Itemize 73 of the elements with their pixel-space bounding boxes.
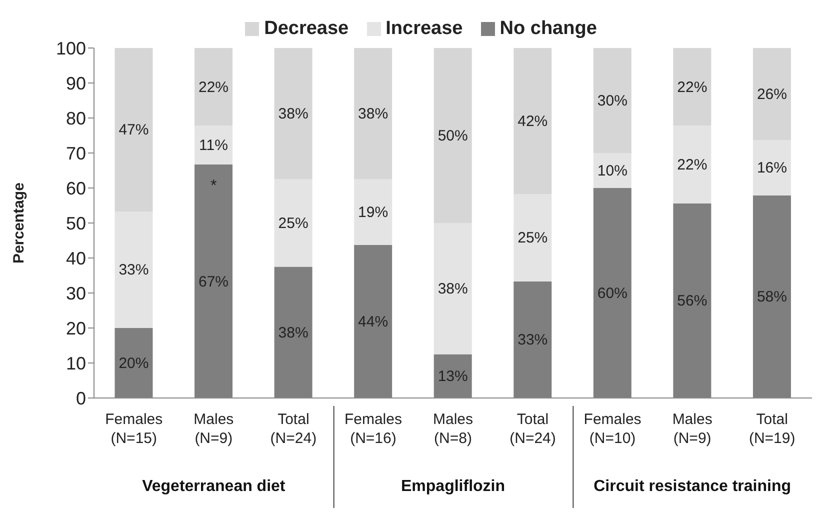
data-label: 38% <box>278 106 308 123</box>
data-label: 56% <box>677 292 708 310</box>
data-label: 16% <box>756 160 787 177</box>
bar <box>593 153 632 188</box>
bar <box>434 48 472 223</box>
y-tick-label: 70 <box>66 143 86 164</box>
data-label: 42% <box>518 112 548 130</box>
bar <box>354 179 392 245</box>
y-tick-label: 50 <box>66 213 86 234</box>
text: Empagliflozin <box>401 478 505 495</box>
data-label: 50% <box>438 128 468 144</box>
data-label: 44% <box>358 313 388 330</box>
data-label: 33% <box>118 262 149 279</box>
legend-label: No change <box>498 18 597 40</box>
x-tick-label: Females (N=10) <box>584 411 642 447</box>
data-label: 33% <box>518 332 548 349</box>
data-label: 58% <box>756 288 787 306</box>
y-tick-label: 80 <box>66 108 86 128</box>
y-tick-label: 90 <box>66 73 86 94</box>
annotation: * <box>210 178 217 195</box>
bar <box>593 48 632 153</box>
data-label: 20% <box>118 355 149 372</box>
bar <box>673 48 712 126</box>
text: Vegeterranean diet <box>142 478 286 495</box>
data-label: 38% <box>278 324 308 342</box>
bar <box>673 126 712 204</box>
data-label: 67% <box>198 273 229 290</box>
data-label: 22% <box>198 78 229 96</box>
data-label: 47% <box>118 122 149 139</box>
y-tick-label: 30 <box>66 283 86 304</box>
data-label: 25% <box>518 230 548 247</box>
y-tick-label: 20 <box>66 318 86 338</box>
data-label: 22% <box>677 156 708 174</box>
x-tick-label: Males (N=9) <box>194 411 234 447</box>
bar <box>514 194 552 282</box>
bar <box>274 179 312 267</box>
text: Circuit resistance training <box>594 478 792 495</box>
x-tick-label: Males (N=8) <box>432 411 474 447</box>
y-tick-label: 100 <box>56 38 86 58</box>
data-label: 60% <box>597 285 628 302</box>
data-label: 26% <box>756 86 787 104</box>
y-tick-label: 0 <box>76 388 86 408</box>
data-label: 10% <box>597 162 628 180</box>
legend-label: Decrease <box>263 18 349 40</box>
data-label: 13% <box>438 368 468 386</box>
data-label: 19% <box>358 204 388 222</box>
y-tick-label: 10 <box>66 353 86 374</box>
data-label: 11% <box>199 137 228 154</box>
data-label: 38% <box>438 280 468 298</box>
bar <box>752 48 791 140</box>
data-label: 22% <box>677 78 708 96</box>
bar <box>114 48 153 212</box>
x-tick-label: Total (N=19) <box>748 411 796 447</box>
data-label: 38% <box>358 106 388 123</box>
bar <box>114 211 153 328</box>
bar <box>274 48 312 180</box>
y-axis-title: Percentage <box>10 182 28 264</box>
bar <box>514 48 552 194</box>
x-tick-label: Males (N=9) <box>672 411 712 447</box>
y-tick-label: 60 <box>66 178 86 198</box>
bar <box>194 48 233 126</box>
data-label: 30% <box>597 92 628 110</box>
bar <box>194 126 233 165</box>
bar <box>752 140 791 196</box>
x-tick-label: Total (N=24) <box>270 411 317 447</box>
legend-label: Increase <box>384 18 463 40</box>
bar <box>434 223 472 354</box>
x-tick-label: Females (N=16) <box>344 411 402 447</box>
bar <box>354 48 392 180</box>
x-tick-label: Total (N=24) <box>510 411 556 447</box>
data-label: 25% <box>278 215 308 232</box>
y-tick-label: 40 <box>66 248 86 268</box>
x-tick-label: Females (N=15) <box>105 411 163 447</box>
